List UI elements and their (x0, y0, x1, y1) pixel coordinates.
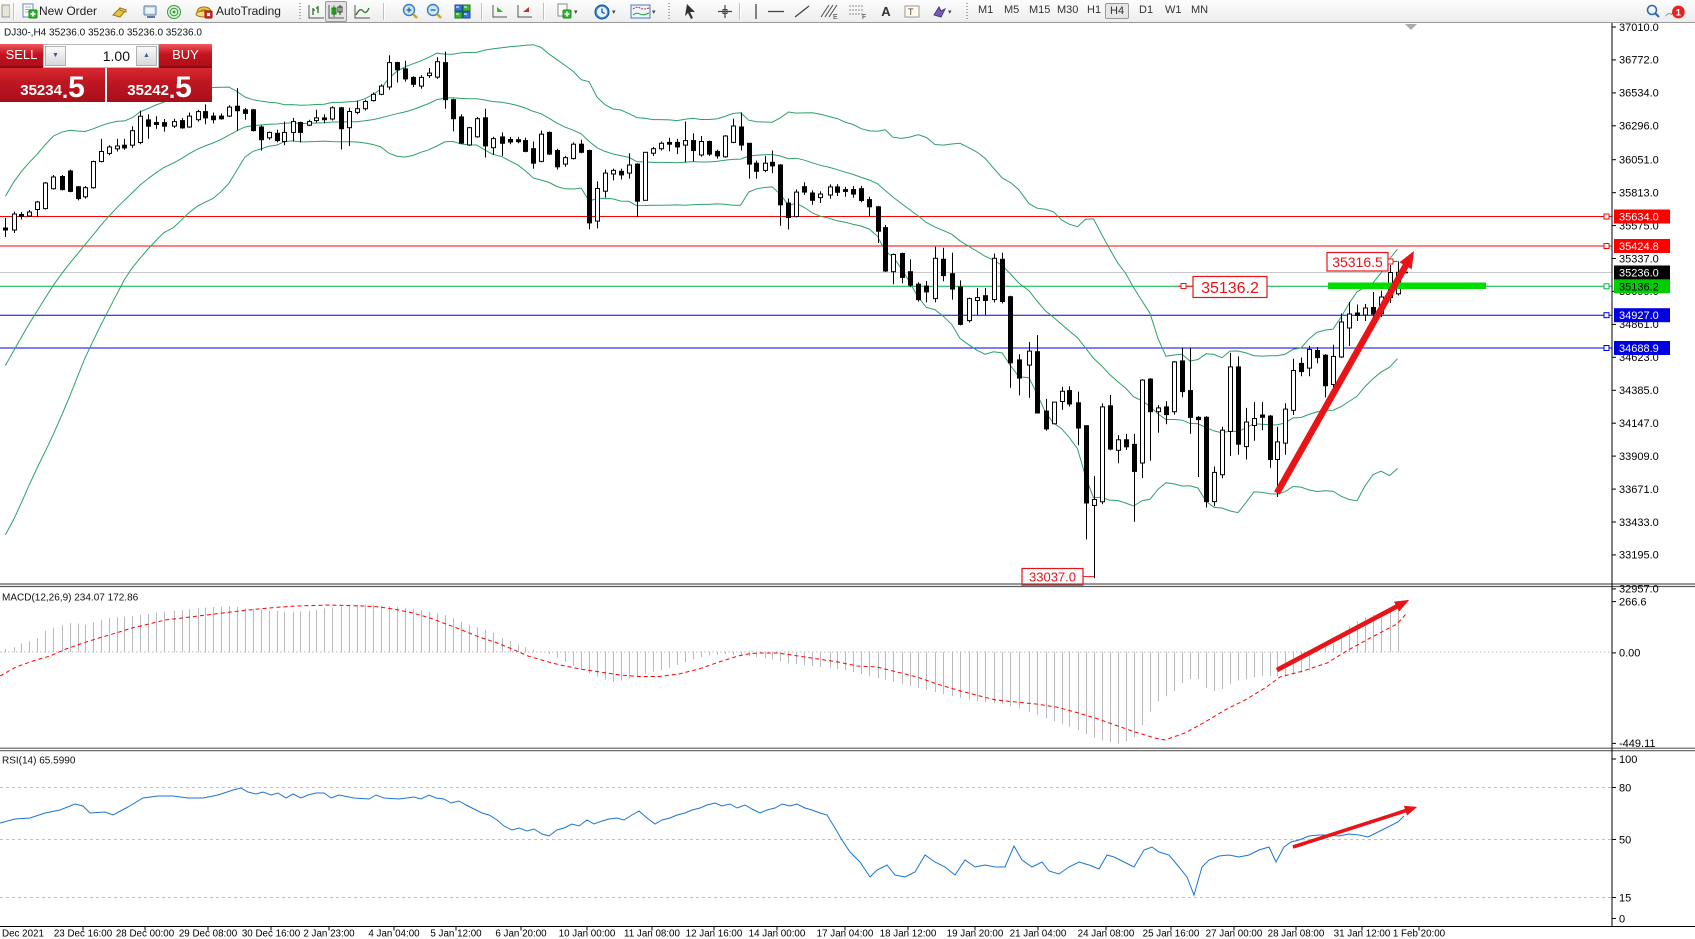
svg-text:35813.0: 35813.0 (1619, 188, 1659, 200)
svg-text:6 Jan 20:00: 6 Jan 20:00 (495, 929, 547, 939)
svg-text:23 Dec 16:00: 23 Dec 16:00 (54, 929, 113, 939)
svg-text:50: 50 (1619, 834, 1631, 846)
svg-text:27 Jan 00:00: 27 Jan 00:00 (1206, 929, 1263, 939)
svg-text:35337.0: 35337.0 (1619, 253, 1659, 265)
svg-text:34385.0: 34385.0 (1619, 385, 1659, 397)
svg-text:28 Jan 08:00: 28 Jan 08:00 (1268, 929, 1325, 939)
svg-text:34927.0: 34927.0 (1619, 310, 1659, 322)
svg-text:25 Jan 16:00: 25 Jan 16:00 (1143, 929, 1200, 939)
svg-text:35136.2: 35136.2 (1201, 280, 1259, 297)
svg-text:F: F (862, 14, 866, 20)
svg-text:-449.11: -449.11 (1619, 738, 1656, 750)
svg-text:35634.0: 35634.0 (1619, 212, 1659, 224)
svg-text:34688.9: 34688.9 (1619, 343, 1659, 355)
svg-text:4 Jan 04:00: 4 Jan 04:00 (368, 929, 420, 939)
svg-text:32957.0: 32957.0 (1619, 584, 1659, 596)
svg-text:DJ30-,H4 35236.0 35236.0 3523: DJ30-,H4 35236.0 35236.0 35236.0 35236.0 (4, 28, 202, 39)
svg-text:36051.0: 36051.0 (1619, 155, 1659, 167)
svg-text:35136.2: 35136.2 (1619, 281, 1659, 293)
svg-text:21 Jan 04:00: 21 Jan 04:00 (1010, 929, 1067, 939)
svg-text:33671.0: 33671.0 (1619, 484, 1659, 496)
svg-text:30 Dec 16:00: 30 Dec 16:00 (242, 929, 301, 939)
svg-text:12 Jan 16:00: 12 Jan 16:00 (686, 929, 743, 939)
svg-text:RSI(14) 65.5990: RSI(14) 65.5990 (2, 756, 76, 767)
svg-text:34147.0: 34147.0 (1619, 418, 1659, 430)
svg-text:29 Dec 08:00: 29 Dec 08:00 (179, 929, 238, 939)
svg-text:34623.0: 34623.0 (1619, 352, 1659, 364)
svg-text:35236.0: 35236.0 (1619, 268, 1659, 280)
svg-text:Dec 2021: Dec 2021 (2, 929, 44, 939)
svg-text:15: 15 (1619, 892, 1631, 904)
svg-text:35316.5: 35316.5 (1332, 254, 1383, 270)
svg-text:1 Feb 20:00: 1 Feb 20:00 (1393, 929, 1446, 939)
svg-text:31 Jan 12:00: 31 Jan 12:00 (1334, 929, 1391, 939)
svg-text:35424.8: 35424.8 (1619, 241, 1659, 253)
svg-text:28 Dec 00:00: 28 Dec 00:00 (116, 929, 175, 939)
svg-text:E: E (833, 14, 838, 20)
svg-text:14 Jan 00:00: 14 Jan 00:00 (749, 929, 806, 939)
svg-text:5 Jan 12:00: 5 Jan 12:00 (430, 929, 482, 939)
svg-text:11 Jan 08:00: 11 Jan 08:00 (624, 929, 680, 939)
svg-text:0: 0 (1619, 913, 1625, 925)
svg-text:33909.0: 33909.0 (1619, 451, 1659, 463)
svg-text:100: 100 (1619, 754, 1637, 766)
svg-text:24 Jan 08:00: 24 Jan 08:00 (1078, 929, 1135, 939)
svg-text:1: 1 (1676, 7, 1681, 17)
svg-text:266.6: 266.6 (1619, 596, 1647, 608)
svg-text:10 Jan 00:00: 10 Jan 00:00 (559, 929, 616, 939)
svg-text:80: 80 (1619, 782, 1631, 794)
svg-text:18 Jan 12:00: 18 Jan 12:00 (880, 929, 937, 939)
svg-text:37010.0: 37010.0 (1619, 22, 1659, 34)
svg-text:2 Jan 23:00: 2 Jan 23:00 (303, 929, 355, 939)
svg-text:17 Jan 04:00: 17 Jan 04:00 (817, 929, 874, 939)
svg-text:36296.0: 36296.0 (1619, 121, 1659, 133)
svg-text:36534.0: 36534.0 (1619, 88, 1659, 100)
svg-text:MACD(12,26,9) 234.07 172.86: MACD(12,26,9) 234.07 172.86 (2, 593, 139, 604)
svg-text:33433.0: 33433.0 (1619, 517, 1659, 529)
svg-text:T: T (908, 7, 914, 17)
svg-text:19 Jan 20:00: 19 Jan 20:00 (947, 929, 1004, 939)
svg-text:33195.0: 33195.0 (1619, 550, 1659, 562)
svg-text:0.00: 0.00 (1619, 648, 1640, 660)
svg-text:36772.0: 36772.0 (1619, 55, 1659, 67)
svg-text:33037.0: 33037.0 (1029, 569, 1076, 584)
